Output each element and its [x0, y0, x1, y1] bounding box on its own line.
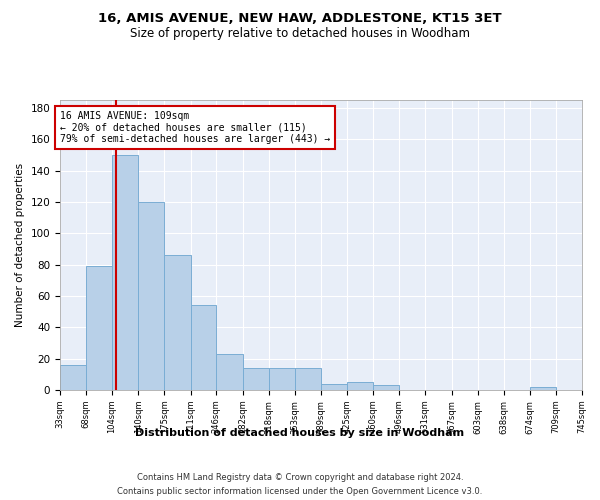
- Bar: [347, 382, 373, 390]
- Y-axis label: Number of detached properties: Number of detached properties: [15, 163, 25, 327]
- Text: Distribution of detached houses by size in Woodham: Distribution of detached houses by size …: [136, 428, 464, 438]
- Bar: [295, 368, 321, 390]
- Text: 16 AMIS AVENUE: 109sqm
← 20% of detached houses are smaller (115)
79% of semi-de: 16 AMIS AVENUE: 109sqm ← 20% of detached…: [60, 111, 330, 144]
- Bar: [86, 266, 112, 390]
- Bar: [242, 368, 269, 390]
- Text: Size of property relative to detached houses in Woodham: Size of property relative to detached ho…: [130, 28, 470, 40]
- Bar: [321, 384, 347, 390]
- Bar: [112, 155, 139, 390]
- Bar: [164, 255, 191, 390]
- Bar: [373, 386, 400, 390]
- Bar: [139, 202, 164, 390]
- Bar: [216, 354, 242, 390]
- Bar: [191, 306, 216, 390]
- Text: Contains HM Land Registry data © Crown copyright and database right 2024.: Contains HM Land Registry data © Crown c…: [137, 472, 463, 482]
- Bar: [269, 368, 295, 390]
- Bar: [530, 387, 556, 390]
- Bar: [60, 365, 86, 390]
- Text: Contains public sector information licensed under the Open Government Licence v3: Contains public sector information licen…: [118, 488, 482, 496]
- Text: 16, AMIS AVENUE, NEW HAW, ADDLESTONE, KT15 3ET: 16, AMIS AVENUE, NEW HAW, ADDLESTONE, KT…: [98, 12, 502, 26]
